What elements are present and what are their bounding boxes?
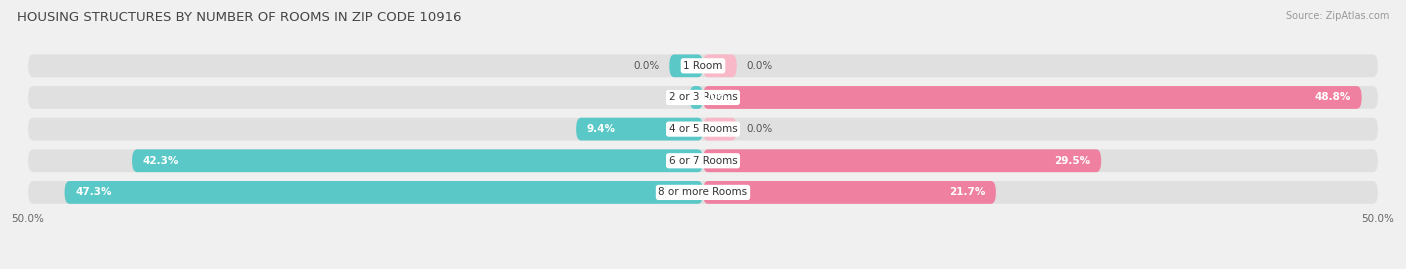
Text: 2 or 3 Rooms: 2 or 3 Rooms xyxy=(669,93,737,102)
Text: 6 or 7 Rooms: 6 or 7 Rooms xyxy=(669,156,737,166)
FancyBboxPatch shape xyxy=(28,118,1378,140)
FancyBboxPatch shape xyxy=(703,149,1101,172)
Text: 29.5%: 29.5% xyxy=(1054,156,1091,166)
FancyBboxPatch shape xyxy=(703,54,737,77)
FancyBboxPatch shape xyxy=(689,86,703,109)
FancyBboxPatch shape xyxy=(28,54,1378,77)
FancyBboxPatch shape xyxy=(28,181,1378,204)
FancyBboxPatch shape xyxy=(669,54,703,77)
Text: 42.3%: 42.3% xyxy=(143,156,179,166)
FancyBboxPatch shape xyxy=(576,118,703,140)
Text: 47.3%: 47.3% xyxy=(76,187,112,197)
Text: 1 Room: 1 Room xyxy=(683,61,723,71)
Text: 0.0%: 0.0% xyxy=(634,61,659,71)
Text: HOUSING STRUCTURES BY NUMBER OF ROOMS IN ZIP CODE 10916: HOUSING STRUCTURES BY NUMBER OF ROOMS IN… xyxy=(17,11,461,24)
Text: 21.7%: 21.7% xyxy=(949,187,986,197)
Text: 1.0%: 1.0% xyxy=(700,93,730,102)
Text: 4 or 5 Rooms: 4 or 5 Rooms xyxy=(669,124,737,134)
Text: 9.4%: 9.4% xyxy=(586,124,616,134)
FancyBboxPatch shape xyxy=(28,149,1378,172)
FancyBboxPatch shape xyxy=(703,86,1361,109)
Text: 48.8%: 48.8% xyxy=(1315,93,1351,102)
FancyBboxPatch shape xyxy=(703,118,737,140)
FancyBboxPatch shape xyxy=(132,149,703,172)
Text: 8 or more Rooms: 8 or more Rooms xyxy=(658,187,748,197)
FancyBboxPatch shape xyxy=(28,86,1378,109)
FancyBboxPatch shape xyxy=(65,181,703,204)
Text: 0.0%: 0.0% xyxy=(747,61,772,71)
FancyBboxPatch shape xyxy=(703,181,995,204)
Text: Source: ZipAtlas.com: Source: ZipAtlas.com xyxy=(1285,11,1389,21)
Text: 0.0%: 0.0% xyxy=(747,124,772,134)
